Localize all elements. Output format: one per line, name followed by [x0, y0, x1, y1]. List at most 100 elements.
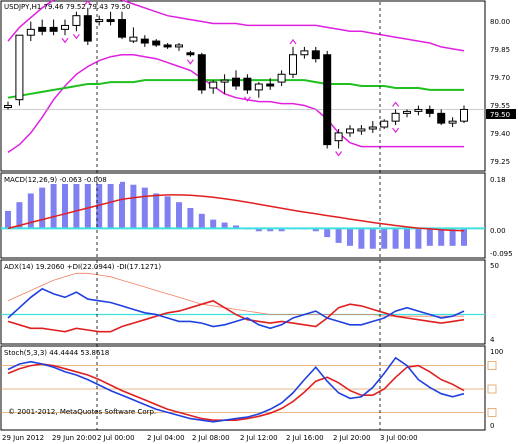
macd-histogram-bar [96, 176, 103, 229]
macd-histogram-bar [461, 228, 467, 246]
candle-body [448, 120, 457, 124]
macd-tick-top: 0.18 [490, 176, 506, 184]
macd-histogram-bar [369, 228, 376, 249]
candle-body [323, 54, 332, 146]
x-label-6: 2 Jul 12:00 [240, 434, 278, 442]
candle-body [243, 77, 252, 91]
stoch-tick-top: 100 [490, 348, 503, 356]
macd-histogram-bar [5, 210, 11, 229]
candle-body [391, 112, 400, 122]
price-tick-2: 79.85 [490, 46, 510, 54]
candle-body [4, 105, 12, 108]
x-label-1: 29 Jun 2012 [2, 434, 44, 442]
candle-body [232, 77, 240, 87]
candle-body [209, 81, 218, 89]
macd-histogram-bar [415, 228, 422, 249]
candle-body [414, 108, 423, 112]
adx-panel-frame [0, 259, 486, 345]
candle-body [49, 26, 58, 32]
candle-body [72, 15, 81, 26]
candle-body [15, 34, 24, 101]
candle-body [186, 52, 195, 56]
macd-histogram-bar [324, 228, 331, 238]
x-label-9: 3 Jul 00:00 [380, 434, 418, 442]
candle-body [163, 44, 172, 48]
adx-plus-di-line [7, 287, 465, 330]
symbol-header: USDJPY,H1 79.46 79.52 79.43 79.50 [4, 3, 130, 11]
macd-histogram-bar [130, 184, 137, 229]
adx-chart-group [1, 272, 485, 333]
macd-histogram-bar [187, 208, 194, 229]
price-tick-1: 80.00 [490, 18, 510, 26]
macd-histogram-bar [176, 202, 182, 229]
stoch-level-marker [487, 407, 497, 417]
upper-envelope-line [7, 0, 465, 52]
candle-body [220, 79, 229, 83]
candle-body [403, 110, 411, 114]
price-tick-6: 79.25 [490, 158, 510, 166]
fractal-up-arrow [289, 38, 297, 45]
macd-histogram-bar [221, 222, 228, 229]
fractal-down-arrow [72, 33, 80, 40]
macd-chart-group [1, 176, 485, 249]
stoch-label-bg [2, 348, 114, 357]
macd-histogram-bar [404, 228, 410, 249]
macd-histogram-bar [278, 228, 285, 232]
macd-histogram-bar [73, 176, 80, 229]
macd-histogram-bar [16, 202, 23, 229]
candle-body [437, 112, 446, 124]
candle-body [266, 83, 275, 87]
fractal-up-arrow [84, 0, 92, 6]
macd-label-bg [2, 175, 120, 184]
macd-histogram-bar [381, 228, 388, 249]
candle-body [61, 24, 69, 30]
macd-histogram-bar [84, 176, 91, 229]
candle-body [289, 54, 297, 75]
macd-histogram-bar [62, 178, 68, 229]
stoch-d-line [7, 363, 465, 422]
macd-label: MACD(12,26,9) -0.063 -0.008 [4, 176, 107, 184]
macd-histogram-bar [107, 178, 114, 229]
copyright-text: © 2001-2012, MetaQuotes Software Corp. [8, 408, 156, 416]
fractal-down-arrow [61, 37, 69, 44]
x-label-3: 2 Jul 00:00 [97, 434, 135, 442]
candle-body [152, 40, 161, 46]
candle-body [346, 128, 354, 134]
macd-histogram-bar [267, 228, 274, 232]
macd-histogram-bar [335, 228, 342, 243]
macd-histogram-bar [50, 181, 57, 229]
stoch-level-marker [487, 361, 497, 371]
fractal-down-arrow [186, 59, 194, 65]
candle-body [254, 83, 263, 91]
price-tick-5: 79.40 [490, 130, 510, 138]
macd-tick-bottom: -0.095 [490, 250, 513, 258]
candle-body [311, 50, 320, 60]
fractal-up-arrow [392, 101, 400, 107]
stoch-k-line [7, 356, 465, 423]
macd-histogram-bar [449, 228, 456, 246]
macd-histogram-bar [119, 181, 125, 229]
adx-minus-di-line [7, 299, 465, 333]
candle-body [425, 108, 434, 114]
fractal-down-arrow [243, 96, 251, 102]
stoch-tick-bottom: 0 [490, 422, 494, 430]
candle-body [368, 126, 377, 130]
adx-tick-bottom: 4 [490, 336, 495, 344]
candle-body [380, 120, 389, 128]
candle-body [357, 128, 366, 132]
current-price-box [486, 109, 516, 119]
macd-histogram-bar [347, 228, 353, 246]
macd-signal-line [7, 194, 465, 232]
x-label-8: 2 Jul 20:00 [333, 434, 371, 442]
macd-histogram-bar [438, 228, 445, 246]
candle-body [277, 73, 286, 83]
x-label-7: 2 Jul 16:00 [286, 434, 324, 442]
macd-histogram-bar [141, 187, 148, 229]
macd-histogram-bar [39, 187, 46, 229]
x-label-2: 29 Jun 20:00 [52, 434, 96, 442]
macd-histogram-bar [358, 228, 365, 249]
candle-body [129, 36, 138, 42]
macd-histogram-bar [210, 219, 217, 229]
macd-histogram-bar [198, 213, 205, 229]
